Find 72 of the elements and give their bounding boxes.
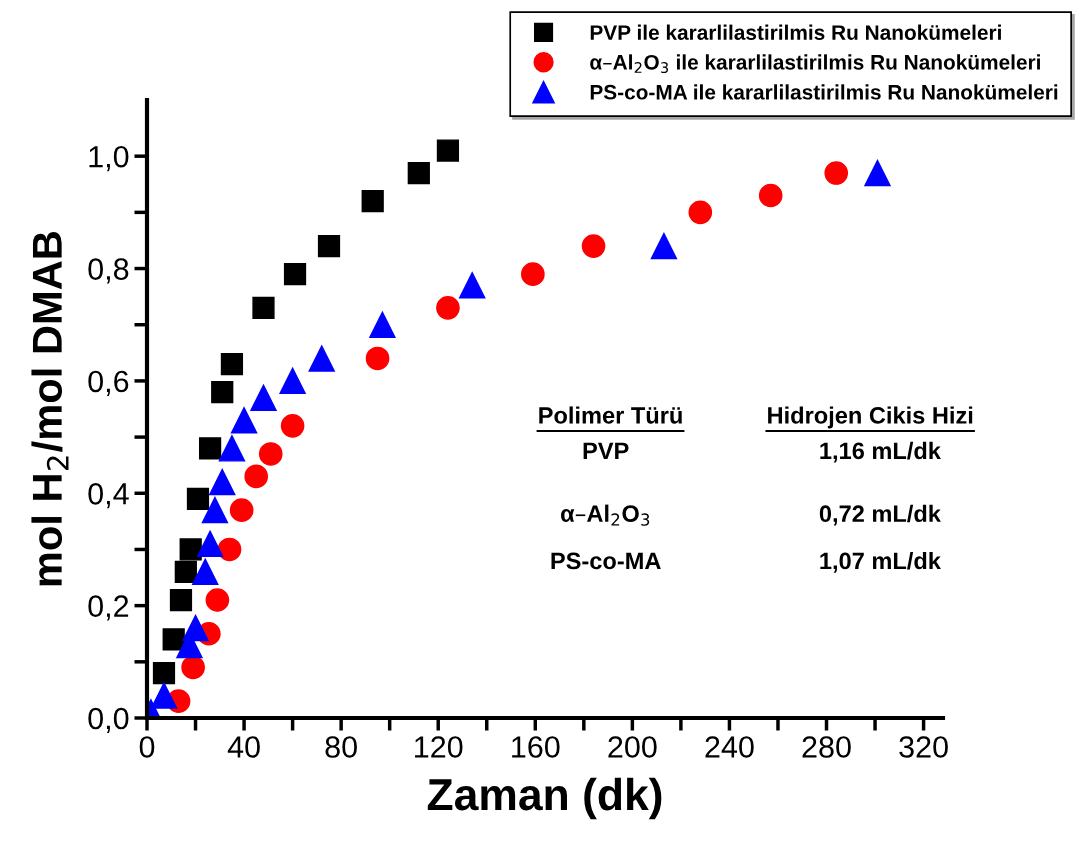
- y-tick-label: 0,8: [88, 258, 129, 284]
- legend-label: PS-co-MA ile kararlilastirilmis Ru Nanokümeleri: [590, 84, 1058, 100]
- point: [205, 588, 230, 612]
- point: [218, 435, 246, 462]
- x-tick-label: 120: [415, 736, 463, 758]
- point: [369, 311, 396, 338]
- point: [436, 296, 460, 320]
- point: [436, 139, 460, 162]
- point: [217, 537, 242, 562]
- point: [279, 367, 306, 395]
- point: [186, 487, 210, 511]
- y-tick-label: 0,6: [88, 370, 129, 396]
- annotation: PS-co-MA: [551, 552, 661, 570]
- point: [317, 234, 341, 258]
- point: [581, 234, 606, 258]
- x-tick-label: 320: [899, 736, 948, 758]
- legend-label: α–Al$_{2}$O$_{3}$ ile kararlilastirilmis Ru Nanokümeleri: [590, 54, 1040, 74]
- x-axis-title: Zaman (dk): [427, 777, 662, 820]
- point: [152, 661, 176, 685]
- point: [365, 346, 390, 371]
- x-tick-label: 40: [227, 736, 260, 758]
- x-tick-label: 200: [608, 736, 657, 758]
- annotation: 1,16 mL/dk: [820, 441, 941, 463]
- x-tick-label: 80: [325, 736, 357, 758]
- point: [244, 464, 269, 489]
- point: [458, 272, 486, 299]
- x-tick-label: 280: [802, 736, 851, 758]
- point: [283, 263, 307, 286]
- point: [280, 414, 305, 438]
- y-tick-label: 0,4: [88, 483, 129, 509]
- point: [192, 558, 219, 586]
- point: [198, 437, 222, 460]
- annotation: α–Al$_{2}$O$_{3}$: [561, 504, 650, 526]
- y-tick-label: 1,0: [89, 145, 129, 172]
- point: [229, 498, 254, 522]
- point: [824, 161, 849, 185]
- y-axis-title: mol H$_{2}$/mol DMAB: [31, 232, 69, 586]
- x-tick-label: 240: [705, 736, 754, 758]
- annotation: PVP: [583, 442, 629, 459]
- point: [407, 161, 430, 185]
- point: [179, 538, 202, 561]
- point: [150, 682, 178, 709]
- point: [181, 655, 205, 680]
- point: [650, 232, 678, 260]
- point: [521, 262, 545, 286]
- point: [162, 628, 185, 651]
- legend-label: PVP ile kararlilastirilmis Ru Nanokümeleri: [590, 24, 1001, 40]
- point: [196, 530, 224, 558]
- point: [201, 496, 229, 524]
- point: [361, 190, 384, 213]
- point: [688, 200, 713, 225]
- point: [220, 352, 244, 376]
- x-tick-label: 160: [512, 736, 560, 758]
- point: [211, 381, 234, 404]
- y-tick-label: 0,0: [88, 707, 129, 733]
- point: [169, 588, 193, 612]
- point: [250, 384, 277, 411]
- point: [758, 183, 783, 208]
- annotation: 1,07 mL/dk: [820, 551, 941, 573]
- annotation: Hidrojen Cikis Hizi: [768, 406, 973, 429]
- point: [182, 614, 209, 642]
- point: [308, 345, 335, 372]
- point: [209, 468, 236, 496]
- x-tick-label: 0: [139, 736, 155, 758]
- point: [864, 159, 891, 187]
- y-tick-label: 0,2: [88, 595, 129, 621]
- point: [174, 560, 197, 584]
- annotation: Polimer Türü: [539, 406, 682, 424]
- point: [258, 442, 283, 466]
- annotation: 0,72 mL/dk: [819, 504, 941, 526]
- point: [230, 407, 258, 434]
- point: [252, 296, 275, 319]
